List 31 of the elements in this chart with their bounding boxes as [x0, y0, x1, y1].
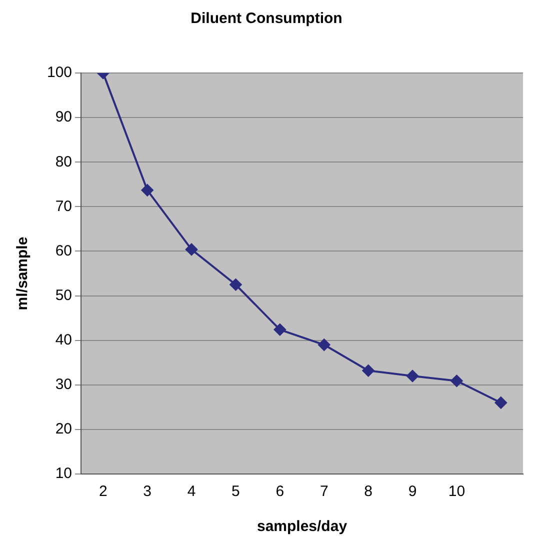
point: [494, 396, 507, 409]
y-tick-label: 40: [55, 331, 72, 348]
point: [141, 184, 154, 196]
point: [230, 278, 242, 291]
x-axis-title: samples/day: [256, 518, 348, 536]
point: [274, 324, 286, 336]
x-tick-label: 3: [143, 483, 152, 500]
x-tick-label: 10: [448, 483, 466, 500]
y-tick-label: 100: [46, 64, 72, 82]
point: [450, 374, 463, 387]
x-tick-label: 2: [98, 483, 108, 500]
y-tick-label: 90: [55, 108, 72, 126]
y-tick-label: 10: [55, 465, 72, 482]
y-tick-label: 80: [55, 153, 72, 170]
x-tick-label: 7: [320, 483, 328, 500]
point: [186, 243, 198, 256]
y-tick-label: 30: [55, 376, 72, 394]
x-tick-label: 9: [408, 483, 417, 500]
point: [362, 364, 374, 377]
x-tick-label: 6: [276, 483, 284, 500]
point: [406, 370, 419, 382]
y-tick-label: 60: [55, 242, 72, 260]
x-tick-label: 8: [364, 483, 372, 500]
x-tick-label: 4: [187, 483, 196, 500]
point: [318, 338, 330, 351]
y-axis-title: ml/sample: [14, 236, 32, 310]
chart-title: Diluent Consumption: [190, 10, 342, 28]
x-tick-label: 5: [232, 483, 240, 500]
y-tick-label: 50: [55, 286, 72, 304]
y-tick-label: 70: [55, 198, 72, 215]
y-tick-label: 20: [55, 420, 72, 438]
